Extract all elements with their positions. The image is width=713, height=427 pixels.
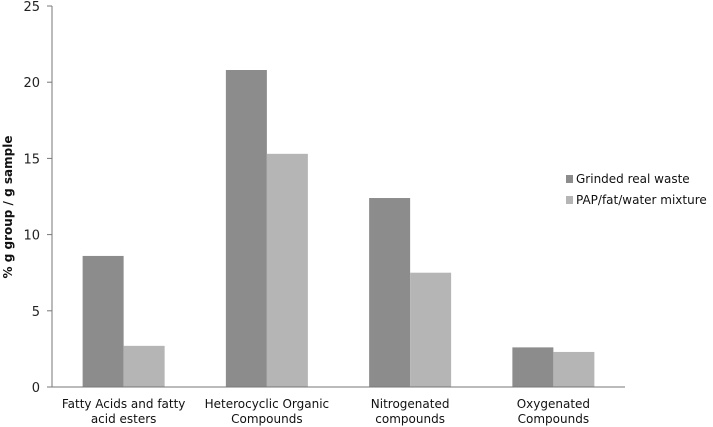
x-tick-label: Oxygenated Compounds bbox=[517, 397, 590, 426]
bar bbox=[225, 70, 267, 388]
bar bbox=[512, 347, 554, 387]
legend-swatch bbox=[566, 175, 573, 183]
bar bbox=[553, 351, 595, 387]
y-tick-label: 20 bbox=[23, 76, 40, 91]
y-axis-label: % g group / g sample bbox=[1, 136, 15, 279]
x-tick-label: Nitrogenated compounds bbox=[371, 397, 450, 426]
y-tick-label: 25 bbox=[23, 0, 40, 15]
y-tick-label: 0 bbox=[32, 381, 40, 396]
bar bbox=[123, 345, 165, 387]
legend-swatch bbox=[566, 196, 573, 204]
bar bbox=[82, 255, 124, 387]
bars-group bbox=[82, 70, 595, 388]
y-tick-label: 15 bbox=[23, 152, 40, 167]
x-axis-labels: Fatty Acids and fatty acid esters Heterocy… bbox=[62, 397, 590, 426]
y-tick-label: 5 bbox=[32, 305, 40, 320]
x-tick-label: Fatty Acids and fatty acid esters bbox=[62, 397, 186, 426]
legend-label: Grinded real waste bbox=[576, 172, 690, 186]
bar bbox=[369, 198, 411, 387]
bar bbox=[410, 272, 452, 387]
x-tick-label: Heterocyclic Organic Compounds bbox=[205, 397, 330, 426]
legend: Grinded real waste PAP/fat/water mixture bbox=[566, 172, 707, 207]
bar bbox=[266, 153, 308, 387]
legend-label: PAP/fat/water mixture bbox=[576, 193, 707, 207]
y-axis-ticks: 0 5 10 15 20 25 bbox=[23, 0, 52, 396]
y-tick-label: 10 bbox=[23, 229, 40, 244]
